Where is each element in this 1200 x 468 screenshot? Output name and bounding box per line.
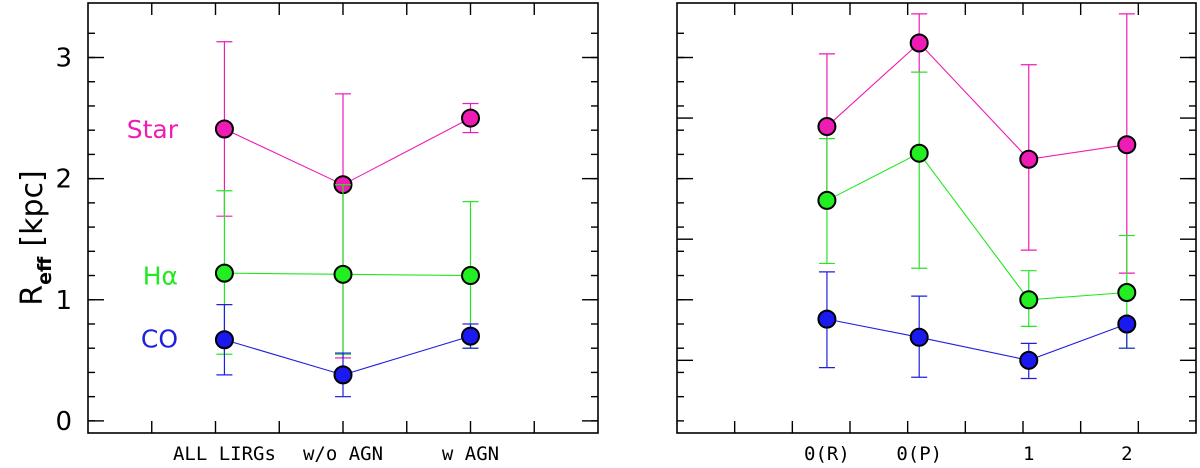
data-point (1117, 314, 1137, 334)
x-tick-label: 0(R) (804, 443, 850, 465)
y-axis-label-unit: [kpc] (15, 170, 50, 246)
y-tick-label: 2 (55, 165, 72, 195)
y-tick-label: 3 (55, 44, 72, 74)
series-line (826, 318, 1127, 361)
data-point (461, 266, 480, 286)
data-point (214, 119, 234, 139)
data-point (214, 330, 234, 350)
data-point (333, 264, 353, 284)
data-point (461, 108, 480, 128)
x-tick-label: ALL LIRGs (173, 443, 276, 465)
data-point (909, 33, 929, 53)
data-point (214, 263, 234, 283)
data-point (817, 190, 837, 210)
data-point (461, 326, 480, 346)
data-point (909, 327, 929, 347)
svg-text:Reff[kpc]: Reff [kpc] (15, 170, 56, 305)
y-axis-label-sub: eff (34, 256, 56, 285)
series-0 (817, 13, 1137, 274)
data-point (909, 143, 929, 163)
data-point (817, 309, 837, 329)
x-tick-label: w/o AGN (303, 443, 383, 465)
data-point (1117, 282, 1137, 302)
y-tick-label: 0 (55, 407, 72, 437)
series-annotation: Hα (143, 262, 178, 291)
data-point (1117, 135, 1137, 155)
series-line (826, 42, 1127, 160)
y-tick-label: 1 (55, 286, 72, 316)
plot-frame (676, 2, 1197, 434)
left-panel: 0 1 2 3 ALL LIRGs w/o AGN w AGN Star Hα CO (55, 2, 599, 465)
x-tick-label: w AGN (442, 443, 499, 465)
series-line (224, 117, 471, 186)
series-annotation: Star (127, 115, 179, 144)
series-2 (817, 271, 1137, 380)
series-line (826, 152, 1127, 301)
data-point (1019, 149, 1039, 169)
x-tick-label: 2 (1121, 443, 1132, 465)
x-tick-label: 0(P) (896, 443, 942, 465)
data-point (817, 117, 837, 137)
data-point (1019, 350, 1039, 370)
series-annotation: CO (141, 325, 178, 354)
series-1 (214, 184, 480, 355)
data-point (1019, 290, 1039, 310)
series-1 (817, 71, 1137, 349)
series-2 (214, 304, 480, 398)
right-panel: 0(R) 0(P) 1 2 (676, 2, 1197, 465)
series-0 (214, 41, 480, 359)
y-axis-label-main: R (15, 285, 50, 306)
x-tick-label: 1 (1023, 443, 1034, 465)
y-axis-label: Reff [kpc] (15, 170, 56, 305)
data-point (333, 365, 353, 385)
